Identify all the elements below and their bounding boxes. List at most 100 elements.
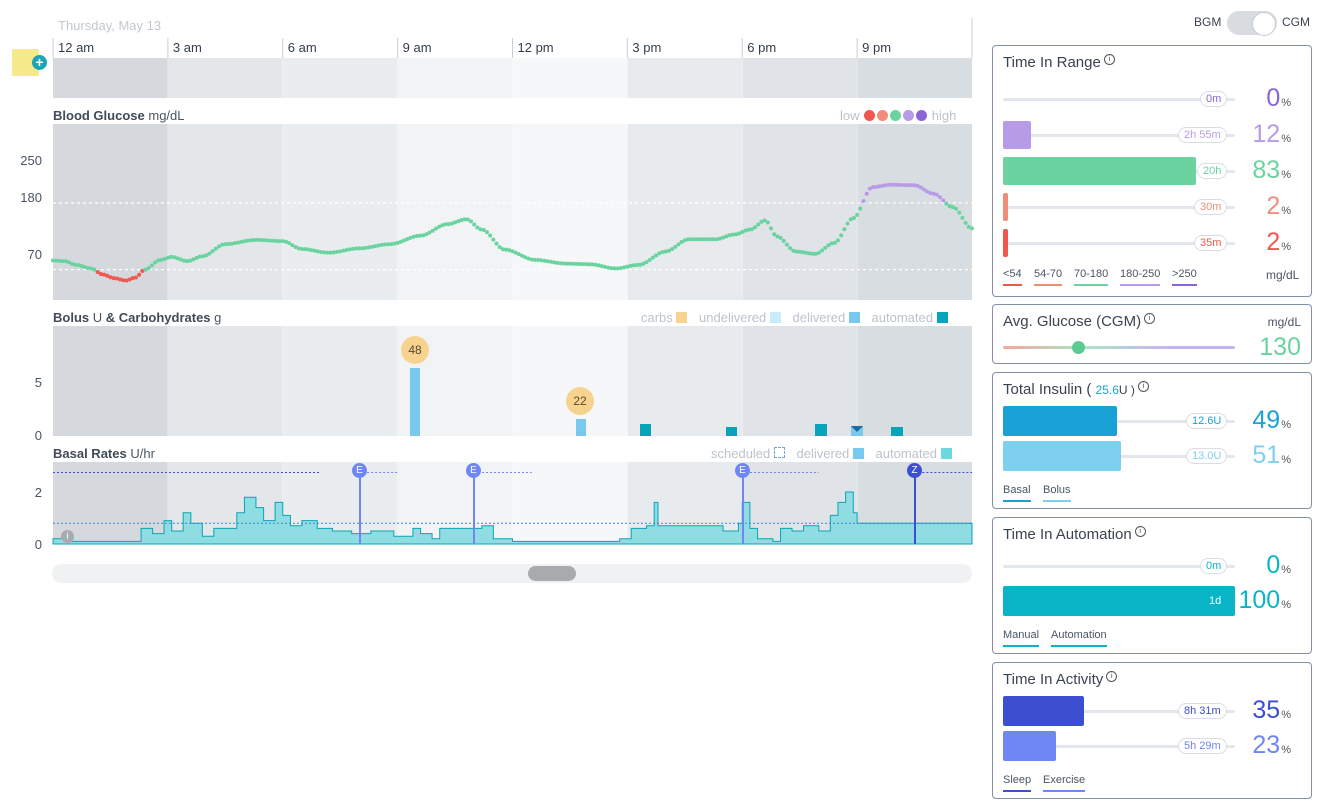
bolus-tick-5: 5 [34, 375, 42, 390]
avg-gradient-track [1003, 346, 1235, 349]
stat-row[interactable]: 5h 29m 23% [993, 731, 1311, 761]
stat-bar [1003, 406, 1117, 436]
avg-glucose-card[interactable]: Avg. Glucose (CGM) i mg/dL 130 [992, 304, 1312, 364]
percent-value: 35% [1252, 696, 1291, 724]
stat-row[interactable]: 8h 31m 35% [993, 696, 1311, 726]
activity-title: Time In Activity i [1003, 671, 1118, 688]
add-note-icon[interactable]: + [12, 49, 47, 77]
duration-pill: 2h 55m [1178, 127, 1227, 143]
date-label: Thursday, May 13 [58, 18, 162, 33]
legend-category: 54-70 [1034, 268, 1063, 280]
percent-value: 100% [1238, 586, 1292, 614]
carb-circle-22[interactable]: 22 [566, 387, 594, 415]
bg-tick-250: 250 [20, 153, 42, 168]
percent-value: 0% [1266, 551, 1291, 579]
info-icon: i [1103, 54, 1115, 65]
legend-category: 180-250 [1120, 268, 1161, 280]
legend-category: Exercise [1043, 774, 1086, 786]
basal-legend: scheduled delivered automated [711, 446, 952, 461]
bolus-title: Bolus U & Carbohydrates g [53, 310, 222, 325]
bg-tick-70: 70 [27, 247, 42, 262]
insulin-total: 25.6 [1095, 383, 1119, 397]
basal-marker-z[interactable]: Z [907, 463, 922, 478]
info-icon: i [1134, 526, 1146, 537]
info-icon: i [1137, 381, 1149, 392]
avg-marker [1072, 341, 1085, 354]
stat-bar [1003, 441, 1122, 471]
bolus-tick-0: 0 [34, 428, 42, 443]
basal-tick-2: 2 [34, 485, 42, 500]
info-icon: i [1144, 313, 1156, 324]
chart-canvas [51, 18, 974, 545]
legend-category: Sleep [1003, 774, 1032, 786]
basal-marker-e2[interactable]: E [466, 463, 481, 478]
bgm-cgm-toggle[interactable]: BGM CGM [1194, 10, 1314, 36]
scrollbar-thumb[interactable] [528, 566, 576, 581]
tir-unit: mg/dL [1266, 268, 1300, 282]
duration-pill: 20h [1197, 163, 1228, 179]
insulin-title: Total Insulin ( 25.6U ) i [1003, 381, 1149, 398]
basal-tick-0: 0 [34, 537, 42, 552]
stat-row[interactable]: 0m 0% [993, 84, 1311, 113]
toggle-knob[interactable] [1252, 12, 1276, 36]
carb-value: 22 [573, 394, 587, 408]
percent-value: 23% [1252, 731, 1291, 759]
stat-row[interactable]: 0m 0% [993, 551, 1311, 581]
hour-label: 6 am [287, 40, 317, 55]
duration-pill: 12.6U [1186, 413, 1228, 429]
insulin-footer: Basal Bolus [1003, 484, 1303, 504]
duration-pill: 30m [1194, 199, 1228, 215]
time-in-range-card[interactable]: Time In Range i 0m 0% 2h 55m 12% 20h 83% 30m 2% 3… [992, 45, 1312, 297]
hour-label: 12 am [58, 40, 95, 55]
stat-row[interactable]: 20h 83% [993, 156, 1311, 185]
percent-value: 51% [1252, 441, 1291, 469]
stat-row[interactable]: 30m 2% [993, 192, 1311, 221]
basal-marker-e3[interactable]: E [735, 463, 750, 478]
bg-title: Blood Glucose mg/dL [53, 108, 185, 123]
avg-value: 130 [1259, 333, 1301, 361]
toggle-label-bgm: BGM [1194, 15, 1222, 29]
legend-category: 70-180 [1074, 268, 1109, 280]
toggle-label-cgm: CGM [1282, 15, 1310, 29]
stat-bar [1003, 586, 1235, 616]
percent-value: 83% [1252, 156, 1291, 184]
stat-row[interactable]: 12.6U 49% [993, 406, 1311, 436]
legend-category: >250 [1172, 268, 1197, 280]
bg-tick-180: 180 [20, 190, 42, 205]
basal-marker-e1[interactable]: E [352, 463, 367, 478]
tir-title: Time In Range i [1003, 54, 1115, 71]
carb-circle-48[interactable]: 48 [401, 336, 429, 364]
stat-row[interactable]: 2h 55m 12% [993, 120, 1311, 149]
avg-unit: mg/dL [1267, 315, 1301, 329]
total-insulin-card[interactable]: Total Insulin ( 25.6U ) i 12.6U 49% 13.0U 51… [992, 372, 1312, 509]
stat-row[interactable]: 13.0U 51% [993, 441, 1311, 471]
stat-bar [1003, 731, 1057, 761]
time-in-activity-card[interactable]: Time In Activity i 8h 31m 35% 5h 29m 23% Sle… [992, 662, 1312, 799]
percent-value: 0% [1266, 84, 1291, 112]
duration-pill: 5h 29m [1178, 738, 1227, 754]
legend-category: Automation [1051, 629, 1107, 641]
stat-bar [1003, 696, 1085, 726]
legend-category: Bolus [1043, 484, 1071, 496]
stat-bar [1003, 121, 1031, 149]
bolus-legend: carbs undelivered delivered automated [641, 310, 948, 325]
hour-label: 9 pm [862, 40, 892, 55]
duration-pill: 8h 31m [1178, 703, 1227, 719]
stat-row[interactable]: 35m 2% [993, 228, 1311, 257]
stat-bar [1003, 157, 1196, 185]
percent-value: 2% [1266, 228, 1291, 256]
hour-label: 6 pm [747, 40, 777, 55]
hour-label: 9 am [402, 40, 432, 55]
stat-bar [1003, 193, 1008, 221]
stat-row[interactable]: 1d 100% [993, 586, 1311, 616]
hour-label: 12 pm [517, 40, 554, 55]
info-icon: i [1106, 671, 1118, 682]
time-in-automation-card[interactable]: Time In Automation i 0m 0% 1d 100% Manual Aut… [992, 517, 1312, 654]
avg-title: Avg. Glucose (CGM) i [1003, 313, 1156, 330]
info-icon[interactable]: i [61, 530, 74, 543]
timeline-scrollbar[interactable] [52, 564, 972, 583]
duration-pill: 35m [1194, 235, 1228, 251]
tir-footer: <54 54-70 70-180 180-250 >250 mg/dL [1003, 268, 1303, 288]
legend-category: Basal [1003, 484, 1031, 496]
bg-legend-dots [863, 108, 928, 123]
